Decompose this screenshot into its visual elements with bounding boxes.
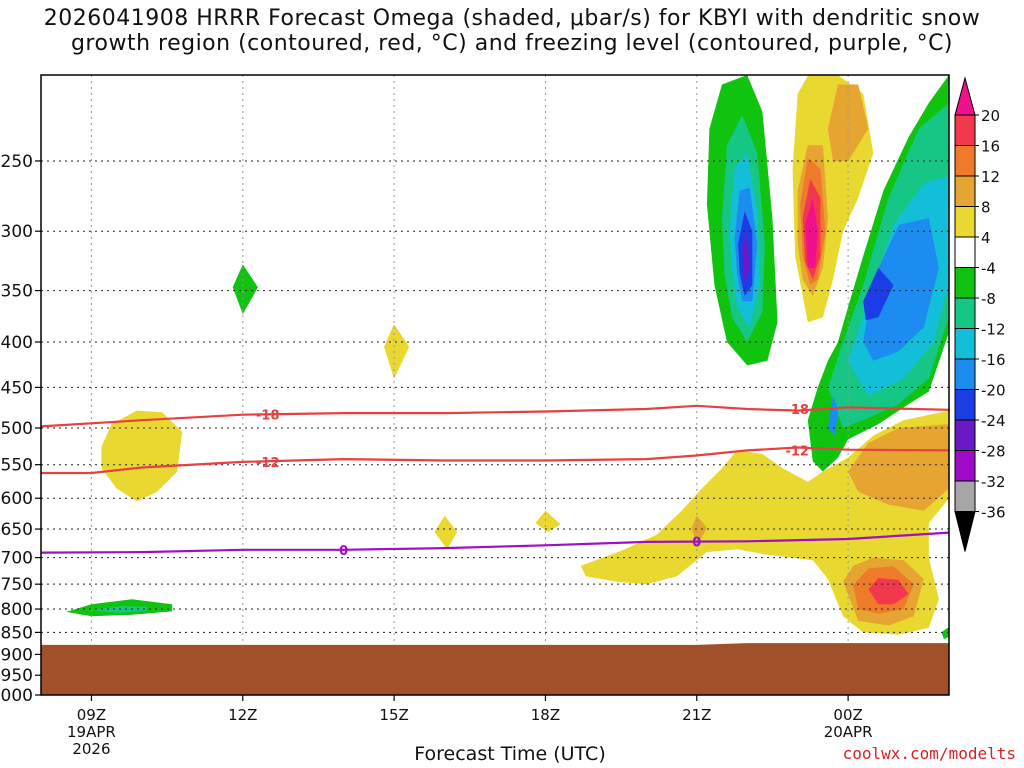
- colorbar-box-6: [954, 267, 976, 299]
- terrain-fill: [41, 643, 949, 695]
- x-tick-label-00Z: 00Z: [833, 706, 862, 724]
- omega-region-21z-yellow: [732, 457, 783, 547]
- chart-title-line2: growth region (contoured, red, °C) and f…: [70, 31, 954, 56]
- contour-label-0-0: -18: [256, 409, 280, 424]
- colorbar-label-0: 20: [981, 107, 1000, 125]
- colorbar-box-9: [954, 358, 976, 390]
- y-axis: 2503003504004505005506006507007508008509…: [0, 152, 41, 706]
- contour-label-0-1: -18: [785, 403, 809, 418]
- colorbar-label-10: -24: [981, 412, 1006, 430]
- colorbar-label-11: -28: [981, 443, 1006, 461]
- colorbar-box-13: [954, 480, 976, 512]
- y-tick-label-400: 400: [1, 333, 33, 353]
- omega-region-sink-blue-small: [827, 395, 838, 436]
- colorbar-bottom-triangle: [954, 511, 976, 552]
- y-tick-label-950: 950: [1, 666, 33, 686]
- colorbar-label-6: -8: [981, 290, 996, 308]
- colorbar-label-13: -36: [981, 504, 1006, 522]
- y-tick-label-1000: 1000: [0, 686, 33, 706]
- x-axis-label: Forecast Time (UTC): [414, 743, 606, 765]
- colorbar: 20 16 12 8 4 -4 -8 -12 -16 -20 -24 -28 -32 -36: [954, 76, 1006, 552]
- x-tick-sub1-00Z: 20APR: [824, 723, 873, 741]
- credit-link[interactable]: coolwx.com/modelts: [842, 744, 1016, 763]
- y-tick-label-300: 300: [1, 222, 33, 242]
- omega-region-sink-blue: [863, 218, 939, 361]
- y-tick-label-250: 250: [1, 152, 33, 172]
- colorbar-label-3: 8: [981, 199, 991, 217]
- omega-region-21z-gold: [691, 515, 707, 547]
- omega-region-ascent-red: [868, 578, 909, 605]
- colorbar-box-12: [954, 450, 976, 482]
- y-tick-label-650: 650: [1, 520, 33, 540]
- terrain-surface: [41, 643, 949, 695]
- temperature-contours: -18 -18 -12 -12 0 0: [41, 403, 949, 559]
- omega-region-corner-green: [941, 626, 949, 640]
- y-tick-label-600: 600: [1, 489, 33, 509]
- omega-region-col2-gold-top: [827, 84, 869, 161]
- omega-region-09z-yellow: [101, 410, 183, 502]
- colorbar-box-4: [954, 206, 976, 238]
- colorbar-label-12: -32: [981, 473, 1006, 491]
- chart-title-line1: 2026041908 HRRR Forecast Omega (shaded, …: [43, 6, 981, 31]
- colorbar-label-2: 12: [981, 168, 1000, 186]
- x-tick-label-18Z: 18Z: [531, 706, 560, 724]
- x-tick-label-15Z: 15Z: [379, 706, 408, 724]
- colorbar-label-7: -12: [981, 321, 1006, 339]
- colorbar-box-1: [954, 114, 976, 146]
- omega-region-16z-yellow: [434, 515, 458, 550]
- omega-region-col2-magenta: [805, 197, 818, 268]
- colorbar-box-8: [954, 328, 976, 360]
- omega-region-12z-green: [232, 264, 258, 315]
- colorbar-box-11: [954, 419, 976, 451]
- plot-frame: [40, 74, 950, 696]
- contour-label-1-1: -12: [785, 444, 809, 459]
- colorbar-box-3: [954, 175, 976, 207]
- contour-line-2: [41, 531, 949, 554]
- y-tick-label-350: 350: [1, 282, 33, 302]
- omega-region-col-purple: [742, 231, 750, 285]
- omega-shading: [66, 75, 949, 640]
- contour-label-2-1: 0: [692, 536, 701, 551]
- y-tick-label-900: 900: [1, 645, 33, 665]
- colorbar-box-7: [954, 297, 976, 329]
- y-tick-label-850: 850: [1, 623, 33, 643]
- contour-label-1-0: -12: [256, 456, 280, 471]
- colorbar-label-8: -16: [981, 351, 1006, 369]
- y-tick-label-700: 700: [1, 549, 33, 569]
- colorbar-label-5: -4: [981, 260, 996, 278]
- x-tick-label-12Z: 12Z: [228, 706, 257, 724]
- colorbar-label-9: -20: [981, 382, 1006, 400]
- contour-line-1: [41, 446, 949, 475]
- y-tick-label-450: 450: [1, 378, 33, 398]
- colorbar-box-5: [954, 236, 976, 268]
- x-tick-label-09Z: 09Z: [77, 706, 106, 724]
- x-tick-sub2-09Z: 2026: [72, 740, 110, 758]
- y-tick-label-500: 500: [1, 419, 33, 439]
- y-tick-label-750: 750: [1, 575, 33, 595]
- omega-region-lower-gold: [848, 424, 949, 511]
- colorbar-box-2: [954, 145, 976, 177]
- colorbar-label-1: 16: [981, 138, 1000, 156]
- colorbar-box-10: [954, 389, 976, 421]
- contour-line-0: [41, 404, 949, 428]
- x-tick-label-21Z: 21Z: [682, 706, 711, 724]
- omega-region-15z-yellow: [384, 324, 410, 379]
- y-tick-label-550: 550: [1, 456, 33, 476]
- y-tick-label-800: 800: [1, 600, 33, 620]
- colorbar-top-triangle: [954, 76, 976, 116]
- contour-label-2-0: 0: [339, 544, 348, 559]
- omega-region-sink-navy: [863, 267, 894, 321]
- omega-region-18z-yellow: [535, 510, 561, 532]
- colorbar-label-4: 4: [981, 229, 991, 247]
- x-tick-sub1-09Z: 19APR: [67, 723, 116, 741]
